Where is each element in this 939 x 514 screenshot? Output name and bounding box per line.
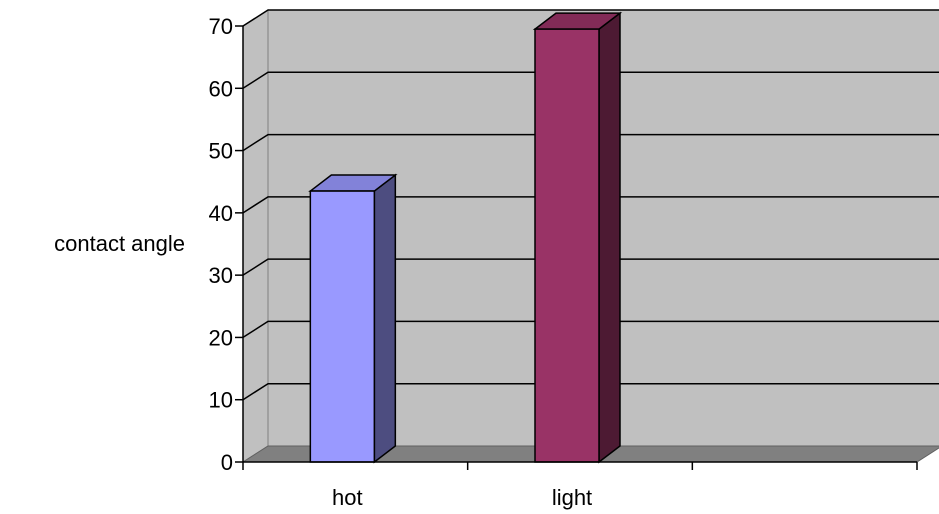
y-tick-label: 50 <box>209 139 233 164</box>
y-tick-label: 0 <box>221 450 233 475</box>
y-tick-label: 30 <box>209 263 233 288</box>
gridline <box>242 196 939 214</box>
y-tick-label: 10 <box>209 388 233 413</box>
gridline <box>242 382 939 401</box>
side-wall <box>242 9 269 463</box>
gridline <box>242 258 939 276</box>
y-tick-label: 70 <box>209 14 233 39</box>
y-tick-label: 60 <box>209 76 233 101</box>
bar-front <box>534 28 600 463</box>
bar-side <box>598 11 621 464</box>
y-tick-label: 40 <box>209 201 233 226</box>
gridline <box>242 133 939 152</box>
x-tick-label: hot <box>332 485 363 510</box>
gridline <box>242 320 939 339</box>
bar <box>532 11 623 464</box>
bar-side <box>373 173 397 464</box>
bar-front <box>309 190 376 463</box>
gridline <box>242 71 939 89</box>
y-tick-label: 20 <box>209 325 233 350</box>
gridline <box>242 9 939 27</box>
y-axis-title: contact angle <box>54 231 185 256</box>
x-tick-label: light <box>552 485 592 510</box>
bar <box>308 173 398 464</box>
